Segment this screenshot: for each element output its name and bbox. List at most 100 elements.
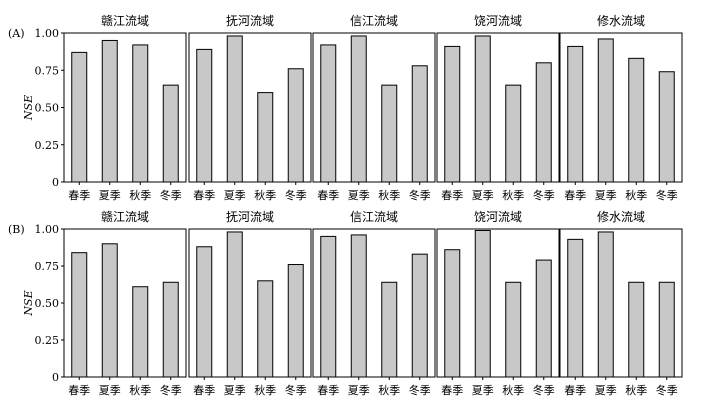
panel-title: 饶河流域 bbox=[474, 14, 522, 28]
row-label: (A) bbox=[8, 27, 25, 40]
bar bbox=[71, 252, 88, 378]
panel-title: 信江流域 bbox=[350, 14, 398, 28]
bar bbox=[411, 253, 428, 378]
bar bbox=[381, 84, 398, 183]
bar bbox=[257, 92, 274, 183]
bar bbox=[196, 246, 213, 378]
x-category-label: 夏季 bbox=[224, 189, 246, 202]
y-tick-label: 0.75 bbox=[35, 260, 60, 273]
x-category-label: 夏季 bbox=[99, 189, 121, 202]
bar bbox=[505, 281, 522, 378]
bar bbox=[535, 259, 552, 378]
x-category-label: 春季 bbox=[193, 384, 215, 397]
bar bbox=[628, 281, 645, 378]
panel-frame bbox=[436, 228, 560, 378]
x-category-label: 秋季 bbox=[625, 383, 647, 397]
x-category-label: 春季 bbox=[564, 384, 586, 397]
y-tick-label: 1.00 bbox=[35, 223, 60, 236]
x-category-label: 冬季 bbox=[160, 188, 182, 202]
x-category-label: 春季 bbox=[68, 189, 90, 202]
bar bbox=[257, 280, 274, 378]
x-category-label: 夏季 bbox=[348, 384, 370, 397]
y-tick-label: 0.25 bbox=[35, 334, 60, 347]
x-category-label: 夏季 bbox=[472, 189, 494, 202]
bar bbox=[350, 35, 367, 183]
panel-frame bbox=[312, 32, 436, 183]
bar bbox=[505, 84, 522, 183]
x-category-label: 夏季 bbox=[595, 384, 617, 397]
x-category-label: 春季 bbox=[317, 384, 339, 397]
x-category-label: 秋季 bbox=[378, 188, 400, 202]
x-category-label: 秋季 bbox=[378, 383, 400, 397]
bar bbox=[658, 71, 675, 183]
panel-title: 抚河流域 bbox=[226, 14, 274, 28]
x-category-label: 秋季 bbox=[129, 383, 151, 397]
panel-frame bbox=[559, 228, 683, 378]
x-category-label: 春季 bbox=[564, 189, 586, 202]
x-category-label: 秋季 bbox=[254, 188, 276, 202]
bar bbox=[567, 45, 584, 183]
row-label: (B) bbox=[8, 223, 25, 236]
y-tick-label: 1.00 bbox=[35, 27, 60, 40]
x-category-label: 秋季 bbox=[625, 188, 647, 202]
bar bbox=[444, 249, 461, 378]
y-tick-label: 0 bbox=[52, 176, 59, 189]
bar bbox=[628, 57, 645, 183]
bar bbox=[320, 44, 337, 183]
panel-frame bbox=[63, 32, 187, 183]
bar bbox=[132, 44, 149, 183]
x-category-label: 冬季 bbox=[285, 383, 307, 397]
y-tick-label: 0.50 bbox=[35, 102, 60, 115]
bar bbox=[411, 65, 428, 183]
bar bbox=[444, 45, 461, 183]
x-category-label: 冬季 bbox=[533, 188, 555, 202]
y-tick-label: 0 bbox=[52, 371, 59, 384]
bar bbox=[132, 286, 149, 378]
x-category-label: 春季 bbox=[193, 189, 215, 202]
bar bbox=[658, 281, 675, 378]
x-category-label: 春季 bbox=[68, 384, 90, 397]
bar bbox=[597, 38, 614, 183]
panel-title: 修水流域 bbox=[597, 13, 645, 28]
panel-frame bbox=[312, 228, 436, 378]
panel-frame bbox=[63, 228, 187, 378]
bar bbox=[381, 281, 398, 378]
bar bbox=[162, 84, 179, 183]
x-category-label: 秋季 bbox=[254, 383, 276, 397]
y-axis-label: NSE bbox=[22, 95, 35, 121]
x-category-label: 春季 bbox=[441, 384, 463, 397]
bar bbox=[350, 234, 367, 378]
x-category-label: 冬季 bbox=[656, 383, 678, 397]
bar bbox=[101, 243, 118, 378]
panel-title: 饶河流域 bbox=[474, 210, 522, 224]
x-category-label: 秋季 bbox=[502, 383, 524, 397]
bar bbox=[226, 35, 243, 183]
bar bbox=[474, 35, 491, 183]
x-category-label: 冬季 bbox=[285, 188, 307, 202]
x-category-label: 冬季 bbox=[409, 188, 431, 202]
bar bbox=[567, 238, 584, 378]
x-category-label: 秋季 bbox=[129, 188, 151, 202]
panel-title: 修水流域 bbox=[597, 209, 645, 224]
x-category-label: 冬季 bbox=[160, 383, 182, 397]
y-tick-label: 0.75 bbox=[35, 64, 60, 77]
bar bbox=[474, 229, 491, 378]
panel-title: 抚河流域 bbox=[226, 210, 274, 224]
bar bbox=[196, 48, 213, 183]
bar bbox=[101, 39, 118, 183]
bar bbox=[320, 235, 337, 378]
bar bbox=[162, 281, 179, 378]
bar bbox=[287, 264, 304, 378]
y-axis-label: NSE bbox=[22, 290, 35, 316]
bar bbox=[597, 231, 614, 378]
